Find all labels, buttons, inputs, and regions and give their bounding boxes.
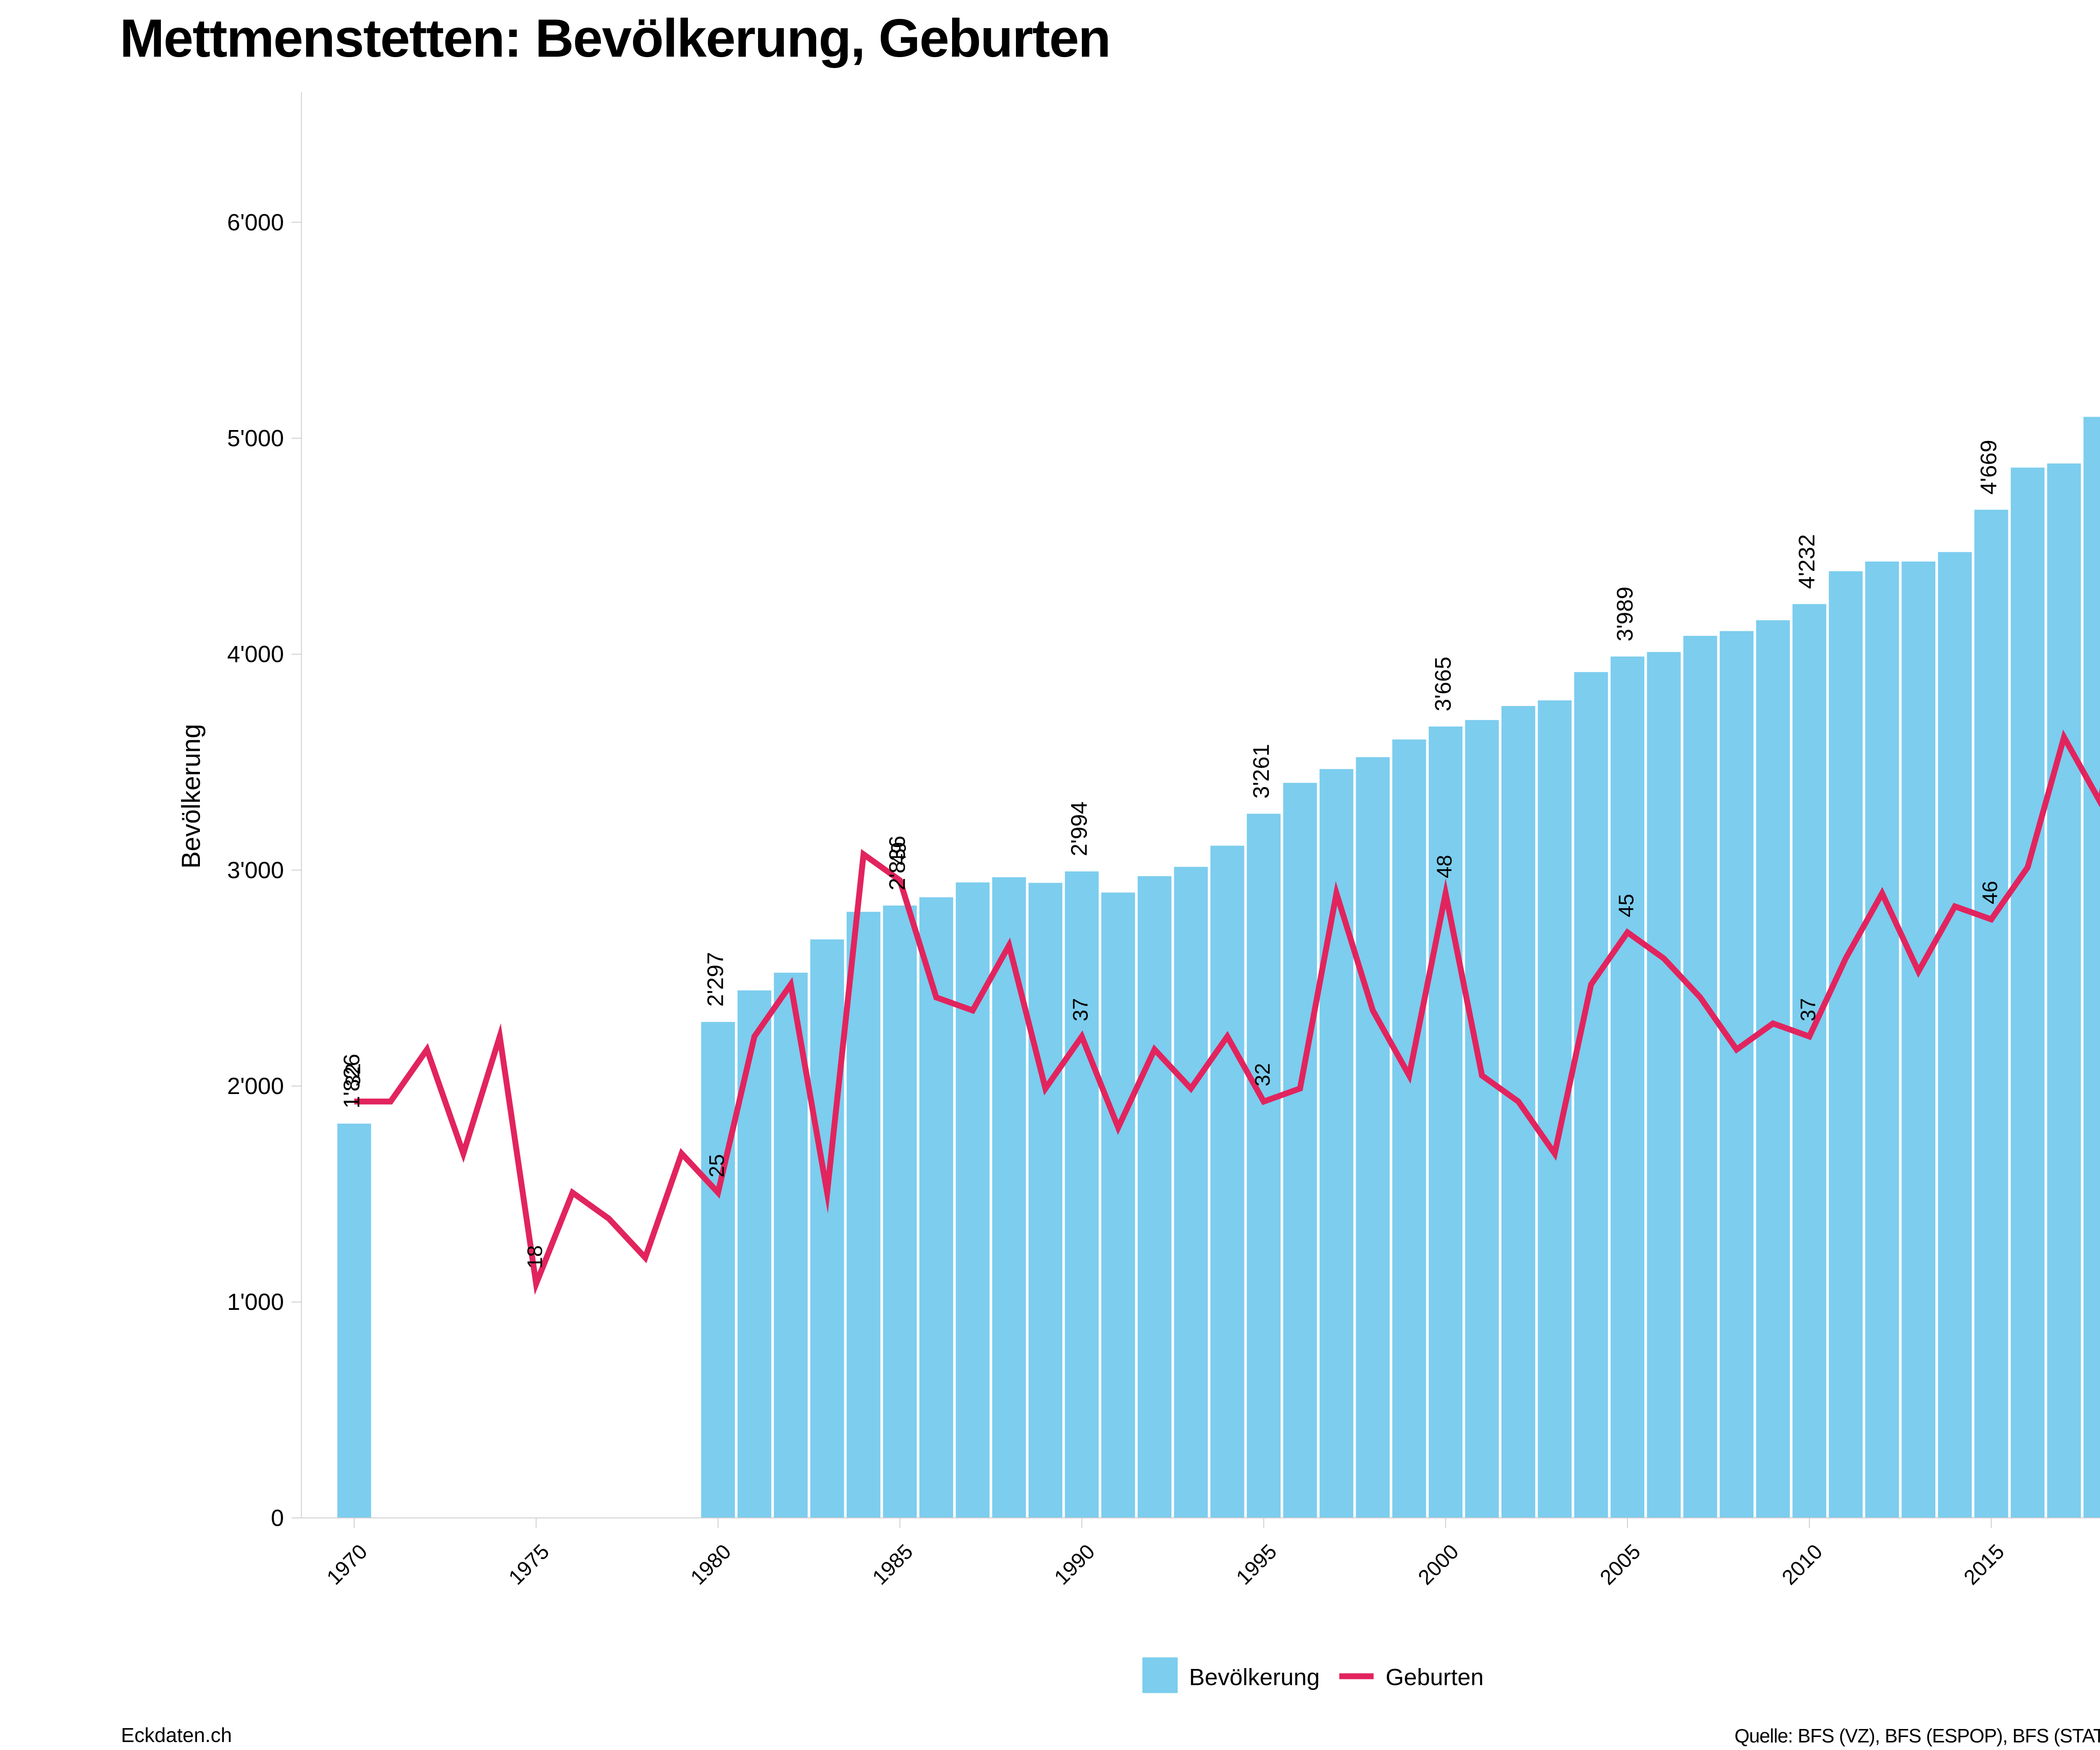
svg-text:1'826: 1'826: [339, 1054, 364, 1108]
svg-text:2'994: 2'994: [1067, 801, 1092, 856]
svg-text:5'000: 5'000: [227, 425, 284, 451]
svg-text:46: 46: [1978, 881, 2002, 904]
svg-text:Eckdaten.ch: Eckdaten.ch: [121, 1724, 232, 1747]
svg-text:2'297: 2'297: [703, 952, 728, 1007]
svg-text:25: 25: [705, 1154, 729, 1178]
svg-text:45: 45: [1614, 894, 1638, 917]
svg-text:49: 49: [887, 842, 911, 866]
svg-text:Mettmenstetten: Bevölkerung, G: Mettmenstetten: Bevölkerung, Geburten: [120, 8, 1110, 68]
svg-text:4'669: 4'669: [1976, 440, 2001, 494]
svg-text:6'000: 6'000: [227, 209, 284, 235]
svg-text:48: 48: [1433, 855, 1456, 879]
svg-text:32: 32: [1251, 1063, 1274, 1086]
svg-text:2'836: 2'836: [885, 836, 910, 890]
svg-text:3'665: 3'665: [1431, 656, 1456, 711]
svg-text:Bevölkerung: Bevölkerung: [1189, 1664, 1320, 1690]
svg-text:2'000: 2'000: [227, 1073, 284, 1099]
svg-text:37: 37: [1796, 998, 1820, 1021]
svg-text:3'261: 3'261: [1249, 744, 1274, 798]
svg-text:4'232: 4'232: [1794, 534, 1819, 589]
svg-text:3'000: 3'000: [227, 857, 284, 883]
svg-text:3'989: 3'989: [1612, 587, 1638, 641]
svg-text:18: 18: [523, 1245, 547, 1269]
svg-text:Quelle: BFS (VZ), BFS (ESPOP),: Quelle: BFS (VZ), BFS (ESPOP), BFS (STAT…: [1735, 1725, 2100, 1747]
svg-text:0: 0: [271, 1504, 284, 1531]
svg-text:Geburten: Geburten: [1386, 1664, 1484, 1690]
svg-text:4'000: 4'000: [227, 641, 284, 667]
svg-text:37: 37: [1069, 998, 1092, 1021]
svg-text:Bevölkerung: Bevölkerung: [177, 724, 206, 869]
svg-text:32: 32: [341, 1063, 365, 1086]
svg-text:1'000: 1'000: [227, 1288, 284, 1315]
